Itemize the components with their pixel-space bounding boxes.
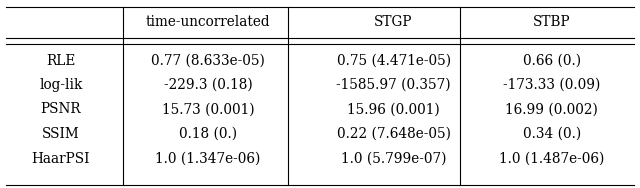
Text: 0.18 (0.): 0.18 (0.) <box>179 127 237 141</box>
Text: -229.3 (0.18): -229.3 (0.18) <box>164 78 252 92</box>
Text: RLE: RLE <box>46 54 76 67</box>
Text: SSIM: SSIM <box>42 127 79 141</box>
Text: 1.0 (5.799e-07): 1.0 (5.799e-07) <box>341 152 446 166</box>
Text: 16.99 (0.002): 16.99 (0.002) <box>505 102 598 116</box>
Text: -173.33 (0.09): -173.33 (0.09) <box>503 78 600 92</box>
Text: 0.77 (8.633e-05): 0.77 (8.633e-05) <box>151 54 265 67</box>
Text: 15.73 (0.001): 15.73 (0.001) <box>162 102 254 116</box>
Text: time-uncorrelated: time-uncorrelated <box>146 15 270 29</box>
Text: STGP: STGP <box>374 15 413 29</box>
Text: 0.66 (0.): 0.66 (0.) <box>523 54 580 67</box>
Text: PSNR: PSNR <box>40 102 81 116</box>
Text: HaarPSI: HaarPSI <box>31 152 90 166</box>
Text: STBP: STBP <box>533 15 570 29</box>
Text: 0.34 (0.): 0.34 (0.) <box>522 127 581 141</box>
Text: 0.22 (7.648e-05): 0.22 (7.648e-05) <box>337 127 451 141</box>
Text: 0.75 (4.471e-05): 0.75 (4.471e-05) <box>337 54 451 67</box>
Text: 1.0 (1.347e-06): 1.0 (1.347e-06) <box>156 152 260 166</box>
Text: 1.0 (1.487e-06): 1.0 (1.487e-06) <box>499 152 604 166</box>
Text: -1585.97 (0.357): -1585.97 (0.357) <box>336 78 451 92</box>
Text: log-lik: log-lik <box>39 78 83 92</box>
Text: 15.96 (0.001): 15.96 (0.001) <box>348 102 440 116</box>
